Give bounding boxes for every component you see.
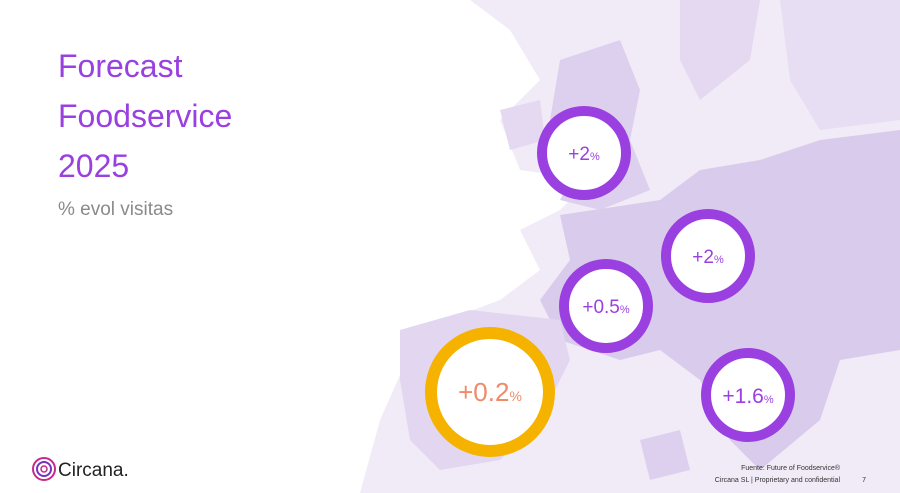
marker-value: +2 bbox=[568, 144, 590, 165]
marker-label: +1.6% bbox=[722, 385, 773, 408]
marker-unit: % bbox=[620, 304, 630, 316]
marker: +2% bbox=[537, 106, 631, 200]
marker-unit: % bbox=[764, 394, 774, 406]
page-number: 7 bbox=[862, 477, 866, 484]
marker-label: +0.2% bbox=[458, 377, 522, 407]
marker-value: +0.2 bbox=[458, 377, 509, 407]
marker-value: +2 bbox=[692, 247, 714, 268]
marker-unit: % bbox=[509, 388, 521, 404]
marker: +0.5% bbox=[559, 259, 653, 353]
marker-label: +2% bbox=[568, 144, 600, 165]
title-line: Foodservice bbox=[58, 98, 232, 134]
title-line: Forecast bbox=[58, 48, 183, 84]
marker: +0.2% bbox=[425, 327, 555, 457]
marker-unit: % bbox=[590, 151, 600, 163]
marker-label: +0.5% bbox=[582, 297, 630, 318]
marker-unit: % bbox=[714, 254, 724, 266]
footer: Circana SL | Proprietary and confidentia… bbox=[715, 477, 841, 484]
logo-text: Circana. bbox=[58, 460, 129, 481]
marker: +2% bbox=[661, 209, 755, 303]
marker: +1.6% bbox=[701, 348, 795, 442]
marker-value: +0.5 bbox=[582, 297, 620, 318]
source: Fuente: Future of Foodservice® bbox=[741, 464, 841, 472]
logo: Circana. bbox=[32, 457, 129, 481]
marker-value: +1.6 bbox=[722, 385, 763, 408]
marker-label: +2% bbox=[692, 247, 724, 268]
title-line: 2025 bbox=[58, 148, 129, 184]
subtitle: % evol visitas bbox=[58, 199, 173, 220]
